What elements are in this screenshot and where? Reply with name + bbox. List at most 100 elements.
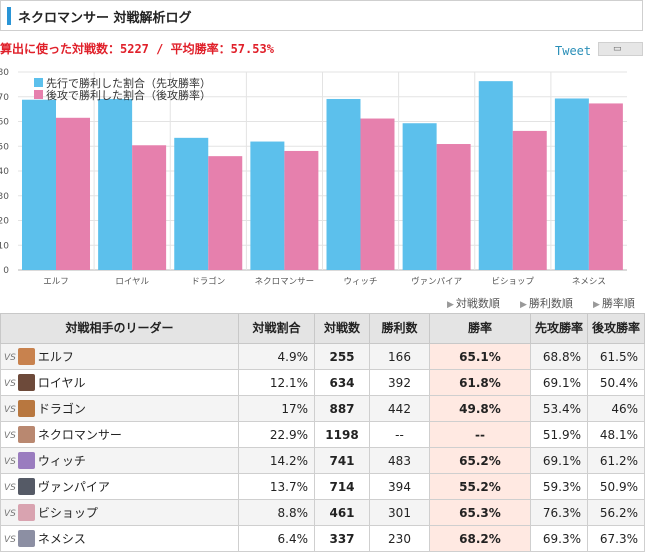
chart-x-ticks: エルフ ロイヤル ドラゴン ネクロマンサー ウィッチ ヴァンパイア ビショップ ネメシス (43, 276, 606, 287)
legend-swatch (34, 90, 43, 99)
second-winrate-cell: 61.5% (587, 343, 645, 370)
winrate-bar-chart: 0 10 20 30 40 50 60 70 80 エルフ ロイヤル ドラゴン ネクロマンサー ウィッチ… (0, 68, 627, 287)
games-cell: 1198 (314, 421, 370, 448)
legend-label: 先行で勝利した割合（先攻勝率） (46, 76, 211, 90)
ratio-cell: 12.1% (238, 369, 315, 396)
y-tick-label: 40 (0, 167, 9, 177)
leader-cell: VS エルフ (0, 343, 239, 370)
wins-cell: -- (369, 421, 430, 448)
second-winrate-cell: 46% (587, 395, 645, 422)
header-leader: 対戦相手のリーダー (0, 313, 239, 344)
bar-series2 (588, 103, 623, 270)
sort-by-wins[interactable]: ▶ 勝利数順 (520, 297, 573, 310)
page-title: ネクロマンサー 対戦解析ログ (18, 11, 192, 26)
necromancer-leader-avatar (17, 426, 35, 443)
ratio-cell: 13.7% (238, 473, 315, 500)
games-cell: 887 (314, 395, 370, 422)
vs-label: VS (4, 483, 16, 493)
triangle-right-icon: ▶ (520, 300, 527, 310)
tweet-link[interactable]: Tweet (555, 44, 592, 58)
bishop-leader-avatar (17, 504, 35, 521)
table-row: VS ウィッチ 14.2% 741 483 65.2% 69.1% 61.2% (0, 447, 645, 474)
summary-line: 算出に使った対戦数：5227 / 平均勝率：57.53% (0, 42, 274, 56)
chart-legend: 先行で勝利した割合（先攻勝率）後攻で勝利した割合（後攻勝率） (34, 76, 211, 102)
vampire-leader-avatar (17, 478, 35, 495)
elf-leader-avatar (17, 348, 35, 365)
header-winrate: 勝率 (429, 313, 531, 344)
x-tick-label: ネクロマンサー (255, 277, 315, 287)
leader-cell: VS ドラゴン (0, 395, 239, 422)
first-winrate-cell: 76.3% (530, 499, 588, 526)
vs-label: VS (4, 379, 16, 389)
winrate-cell: 55.2% (429, 473, 531, 500)
leader-name: ロイヤル (37, 376, 86, 390)
y-tick-label: 10 (0, 241, 9, 251)
second-winrate-cell: 50.9% (587, 473, 645, 500)
table-row: VS ネクロマンサー 22.9% 1198 -- -- 51.9% 48.1% (0, 421, 645, 448)
wins-cell: 230 (369, 525, 430, 552)
winrate-cell: 68.2% (429, 525, 531, 552)
bar-series1 (174, 137, 209, 270)
ratio-cell: 4.9% (238, 343, 315, 370)
vs-label: VS (4, 509, 16, 519)
share-icon: ▭ (613, 44, 622, 54)
ratio-cell: 22.9% (238, 421, 315, 448)
wins-cell: 166 (369, 343, 430, 370)
header-ratio: 対戦割合 (238, 313, 315, 344)
second-winrate-cell: 50.4% (587, 369, 645, 396)
table-row: VS ロイヤル 12.1% 634 392 61.8% 69.1% 50.4% (0, 369, 645, 396)
ratio-cell: 14.2% (238, 447, 315, 474)
sort-by-games[interactable]: ▶ 対戦数順 (447, 297, 500, 310)
ratio-cell: 8.8% (238, 499, 315, 526)
ratio-cell: 17% (238, 395, 315, 422)
second-winrate-cell: 67.3% (587, 525, 645, 552)
bar-series2 (132, 145, 167, 270)
leader-name: ネメシス (37, 532, 86, 546)
bar-series1 (478, 81, 513, 270)
leader-cell: VS ヴァンパイア (0, 473, 239, 500)
vs-label: VS (4, 405, 16, 415)
header-second-winrate: 後攻勝率 (587, 313, 645, 344)
x-tick-label: ウィッチ (344, 277, 378, 287)
bar-series2 (284, 150, 319, 270)
sort-by-winrate[interactable]: ▶ 勝率順 (593, 297, 635, 310)
first-winrate-cell: 68.8% (530, 343, 588, 370)
table-row: VS ドラゴン 17% 887 442 49.8% 53.4% 46% (0, 395, 645, 422)
leader-cell: VS ネクロマンサー (0, 421, 239, 448)
triangle-right-icon: ▶ (447, 300, 454, 310)
games-cell: 461 (314, 499, 370, 526)
vs-label: VS (4, 431, 16, 441)
page-header: ネクロマンサー 対戦解析ログ (0, 0, 643, 31)
first-winrate-cell: 59.3% (530, 473, 588, 500)
table-row: VS ネメシス 6.4% 337 230 68.2% 69.3% 67.3% (0, 525, 645, 552)
games-cell: 634 (314, 369, 370, 396)
header-first-winrate: 先攻勝率 (530, 313, 588, 344)
y-tick-label: 0 (3, 266, 9, 276)
first-winrate-cell: 53.4% (530, 395, 588, 422)
games-cell: 337 (314, 525, 370, 552)
leader-cell: VS ビショップ (0, 499, 239, 526)
winrate-cell: -- (429, 421, 531, 448)
y-tick-label: 80 (0, 68, 9, 78)
leader-name: ネクロマンサー (37, 428, 122, 442)
games-cell: 255 (314, 343, 370, 370)
bar-series2 (436, 144, 471, 270)
triangle-right-icon: ▶ (593, 300, 600, 310)
x-tick-label: ロイヤル (115, 277, 149, 287)
bar-series2 (208, 156, 243, 270)
leader-cell: VS ネメシス (0, 525, 239, 552)
wins-cell: 301 (369, 499, 430, 526)
share-count-box[interactable]: ▭ (598, 42, 643, 56)
x-tick-label: ヴァンパイア (411, 276, 462, 287)
winrate-cell: 65.1% (429, 343, 531, 370)
y-tick-label: 30 (0, 192, 9, 202)
winrate-cell: 65.2% (429, 447, 531, 474)
second-winrate-cell: 61.2% (587, 447, 645, 474)
royal-leader-avatar (17, 374, 35, 391)
vs-label: VS (4, 353, 16, 363)
bar-series1 (554, 98, 589, 270)
wins-cell: 392 (369, 369, 430, 396)
leader-name: ドラゴン (37, 402, 86, 416)
x-tick-label: エルフ (43, 277, 69, 287)
first-winrate-cell: 51.9% (530, 421, 588, 448)
